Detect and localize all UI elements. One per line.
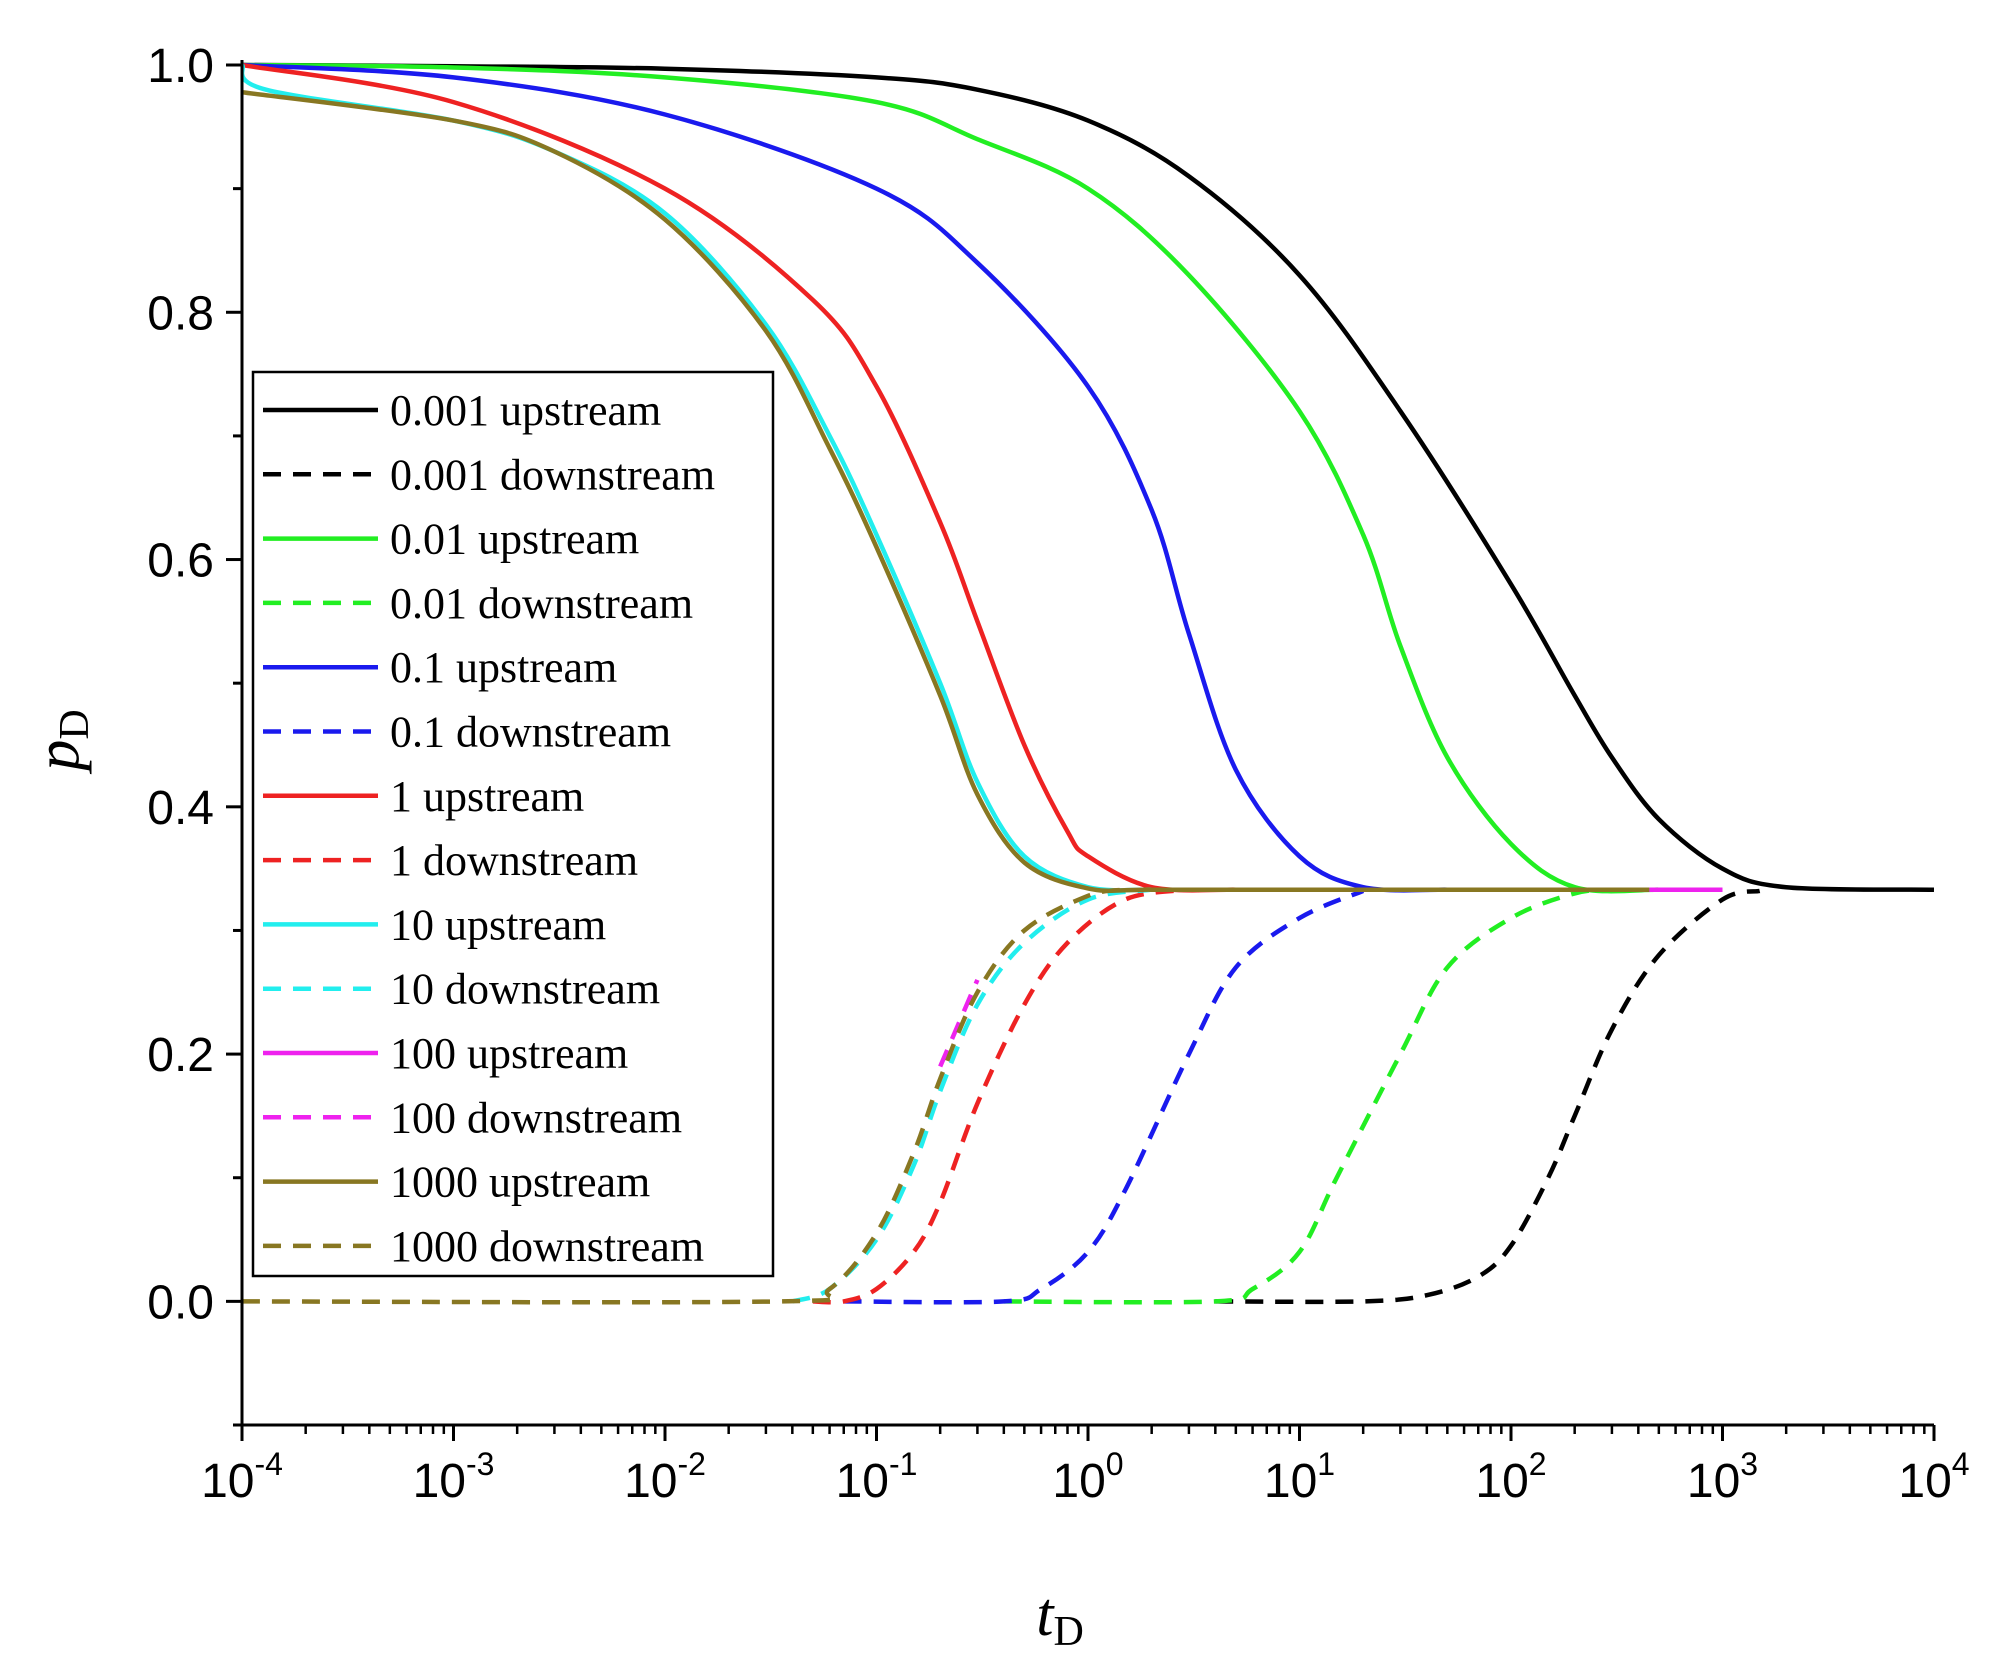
series-line-100-downstream <box>938 979 980 1068</box>
y-tick-label: 1.0 <box>147 40 214 93</box>
series-layer <box>242 62 1934 1305</box>
x-tick-label: 102 <box>1475 1446 1546 1508</box>
legend-box <box>251 370 775 1278</box>
x-tick-label: 100 <box>1052 1446 1123 1508</box>
legend-label: 1000 downstream <box>390 1222 704 1271</box>
series-line-0p1-downstream <box>843 888 1365 1305</box>
x-tick-label: 10-4 <box>201 1446 283 1508</box>
series-line-0p01-downstream <box>1003 887 1613 1305</box>
legend-label: 0.1 upstream <box>390 643 617 692</box>
legend-label: 0.01 downstream <box>390 579 693 628</box>
series-line-1000-downstream <box>242 887 1126 1305</box>
legend-label: 1 downstream <box>390 836 638 885</box>
y-axis-label: pD <box>24 709 98 774</box>
legend-label: 10 upstream <box>390 900 606 949</box>
series-line-0p001-downstream <box>1215 888 1761 1305</box>
legend-label: 100 downstream <box>390 1093 682 1142</box>
x-tick-label: 101 <box>1264 1446 1335 1508</box>
legend-label: 100 upstream <box>390 1029 628 1078</box>
y-tick-label: 0.4 <box>147 782 214 835</box>
x-tick-label: 10-1 <box>836 1446 918 1508</box>
series-line-0p001-upstream <box>242 62 1934 892</box>
legend-label: 1 upstream <box>390 772 584 821</box>
series-line-0p1-upstream <box>242 62 1448 893</box>
series-line-1-upstream <box>242 62 1236 893</box>
legend-label: 0.001 downstream <box>390 450 715 499</box>
legend-label: 10 downstream <box>390 965 660 1014</box>
x-tick-label: 10-2 <box>624 1446 706 1508</box>
series-line-0p01-upstream <box>242 62 1659 894</box>
legend-label: 0.1 downstream <box>390 708 671 757</box>
x-axis-label: tD <box>1036 1581 1084 1655</box>
series-line-1-downstream <box>812 887 1190 1305</box>
y-tick-label: 0.0 <box>147 1276 214 1329</box>
legend-label: 0.01 upstream <box>390 515 639 564</box>
ticks-layer: 0.0 0.2 0.4 0.6 0.8 1.0 10-4 10-3 10-2 10-1 100 101… <box>147 40 1969 1508</box>
series-line-1000-upstream <box>242 89 1650 893</box>
x-tick-label: 10-3 <box>413 1446 495 1508</box>
legend: 0.001 upstream 0.001 downstream 0.01 upstr… <box>251 370 775 1278</box>
x-tick-label: 104 <box>1898 1446 1969 1508</box>
y-tick-label: 0.6 <box>147 535 214 588</box>
y-tick-label: 0.8 <box>147 287 214 340</box>
legend-label: 1000 upstream <box>390 1158 650 1207</box>
y-tick-label: 0.2 <box>147 1029 214 1082</box>
x-tick-label: 103 <box>1687 1446 1758 1508</box>
legend-label: 0.001 upstream <box>390 386 661 435</box>
